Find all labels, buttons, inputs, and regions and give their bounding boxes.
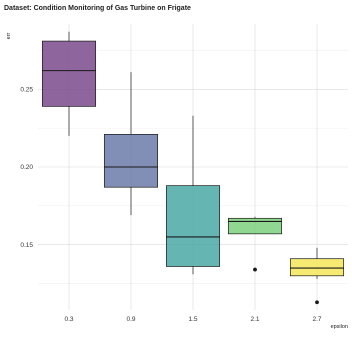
box-0.9 <box>103 72 159 216</box>
box-body <box>165 185 221 267</box>
box-0.3 <box>41 31 97 136</box>
x-axis-label: epsilon <box>331 324 348 330</box>
x-tick-labels: 0.3 0.9 1.5 2.1 2.7 <box>64 316 321 323</box>
x-tick-label: 2.1 <box>250 316 259 323</box>
box-body <box>103 134 159 188</box>
outlier-point <box>253 267 257 272</box>
y-axis-label: err <box>6 32 12 39</box>
x-tick-label: 0.3 <box>64 316 73 323</box>
box-body <box>41 40 97 107</box>
y-tick-label: 0.20 <box>20 164 33 171</box>
x-tick-label: 1.5 <box>188 316 197 323</box>
outlier-point <box>315 300 319 305</box>
y-tick-label: 0.15 <box>20 242 33 249</box>
box-1.5 <box>165 115 221 275</box>
box-2.1 <box>227 216 283 272</box>
box-2.7 <box>289 247 345 305</box>
box-body <box>227 217 283 235</box>
x-tick-label: 0.9 <box>126 316 135 323</box>
chart-title: Dataset: Condition Monitoring of Gas Tur… <box>4 5 191 12</box>
box-layer <box>41 31 345 305</box>
x-tick-label: 2.7 <box>312 316 321 323</box>
box-body <box>289 258 345 277</box>
y-tick-labels: 0.15 0.20 0.25 <box>20 86 33 248</box>
y-tick-label: 0.25 <box>20 86 33 93</box>
